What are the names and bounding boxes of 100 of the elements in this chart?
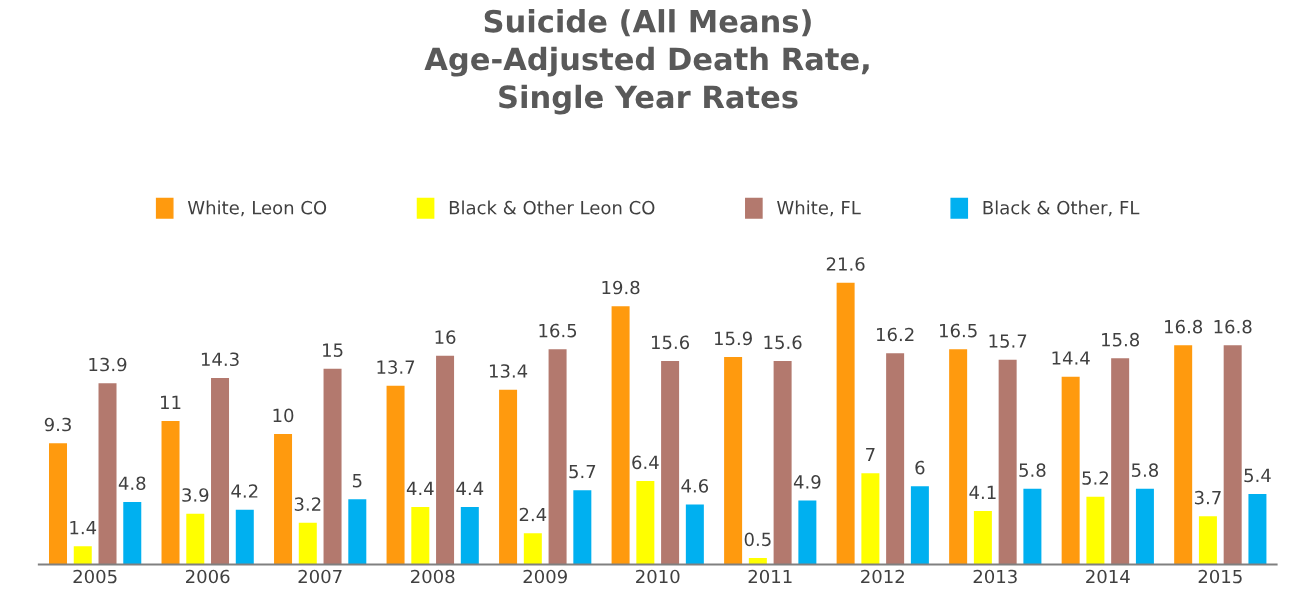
data-label: 5.8 [1131, 463, 1159, 477]
data-label: 16.8 [1165, 319, 1203, 334]
bar [548, 349, 567, 565]
bar [1111, 358, 1130, 565]
data-label: 5.4 [1244, 468, 1271, 483]
legend-label: White, FL [777, 200, 861, 217]
data-label: 11 [161, 395, 181, 409]
bar [49, 443, 68, 565]
chart-title: Suicide (All Means) Age-Adjusted Death Rate, Single Year Rates [424, 9, 869, 115]
x-tick-label: 2005 [73, 569, 117, 584]
data-label: 14.4 [1052, 351, 1090, 365]
bar [436, 355, 455, 565]
data-label: 4.9 [793, 475, 821, 489]
data-label: 2.4 [519, 507, 547, 522]
data-label: 9.3 [44, 417, 71, 432]
legend-label: Black & Other Leon CO [449, 200, 655, 215]
bar [235, 509, 254, 565]
data-label: 16.8 [1214, 319, 1252, 334]
x-tick-label: 2008 [411, 569, 455, 584]
bar [186, 513, 205, 565]
bar [973, 511, 992, 565]
data-label: 5.2 [1082, 471, 1108, 485]
data-label: 21.6 [826, 257, 865, 271]
data-label: 15.6 [651, 335, 690, 350]
data-label: 13.4 [489, 364, 528, 378]
bar [523, 533, 542, 565]
data-label: 16.5 [539, 323, 577, 338]
bar [274, 434, 293, 565]
data-label: 4.2 [231, 484, 258, 498]
bar [348, 499, 367, 565]
bar [1174, 345, 1193, 565]
bar [886, 353, 905, 565]
bar [798, 500, 817, 565]
bar [1248, 494, 1267, 565]
data-label: 15.6 [764, 335, 802, 350]
data-label: 1.4 [70, 520, 97, 535]
x-tick-label: 2010 [636, 569, 680, 584]
data-label: 3.9 [182, 488, 209, 502]
bar [123, 501, 142, 565]
legend-label: Black & Other, FL [983, 200, 1140, 217]
data-label: 4.4 [406, 481, 434, 496]
bar [460, 507, 479, 565]
bar [573, 490, 592, 565]
x-tick-label: 2012 [861, 569, 904, 584]
data-label: 4.4 [456, 481, 484, 496]
bar [636, 481, 655, 565]
bar [298, 522, 317, 565]
data-label: 15.8 [1102, 332, 1140, 347]
data-label: 15.9 [714, 331, 752, 346]
data-label: 5 [352, 474, 362, 488]
bar [611, 306, 630, 565]
data-label: 4.1 [969, 485, 996, 499]
bar [98, 383, 117, 565]
data-label: 19.8 [602, 280, 640, 295]
x-tick-label: 2011 [748, 569, 792, 584]
bar [386, 385, 405, 565]
data-label: 3.2 [294, 497, 321, 511]
x-tick-label: 2007 [298, 569, 342, 584]
bar [323, 368, 342, 565]
x-tick-label: 2014 [1086, 569, 1130, 584]
bar [836, 282, 855, 565]
bar [161, 420, 180, 565]
bar [499, 389, 518, 565]
data-label: 3.7 [1194, 490, 1221, 505]
data-label: 13.7 [377, 360, 415, 374]
bar [773, 360, 792, 565]
bar [1023, 488, 1042, 565]
bar [1086, 496, 1105, 565]
bar [411, 507, 430, 565]
bar [1135, 488, 1154, 565]
x-tick-label: 2006 [186, 569, 230, 584]
bar [949, 349, 968, 565]
data-label: 4.8 [118, 476, 146, 491]
data-label: 5.8 [1019, 463, 1046, 477]
data-label: 16.5 [940, 323, 977, 338]
bar [724, 357, 743, 565]
bar [998, 359, 1017, 565]
data-label: 10 [273, 408, 294, 423]
x-tick-label: 2015 [1198, 569, 1242, 584]
bar [1223, 345, 1242, 565]
x-tick-label: 2009 [523, 569, 567, 584]
bar [1061, 376, 1080, 565]
data-label: 16.2 [877, 327, 914, 342]
data-label: 5.7 [569, 464, 596, 479]
data-label: 6 [915, 460, 925, 475]
data-label: 6.4 [632, 455, 659, 470]
data-label: 15 [323, 343, 343, 357]
bar [1198, 516, 1217, 565]
data-label: 7 [866, 447, 875, 462]
bar [73, 546, 92, 565]
data-label: 16 [435, 330, 456, 344]
data-label: 14.3 [201, 352, 239, 367]
data-label: 15.7 [989, 334, 1027, 348]
data-label: 13.9 [89, 357, 127, 372]
bar [685, 504, 704, 565]
x-tick-label: 2013 [973, 569, 1017, 584]
legend-label: White, Leon CO [187, 200, 327, 217]
data-label: 4.6 [681, 479, 709, 493]
bar [861, 473, 880, 565]
bar [910, 486, 929, 565]
